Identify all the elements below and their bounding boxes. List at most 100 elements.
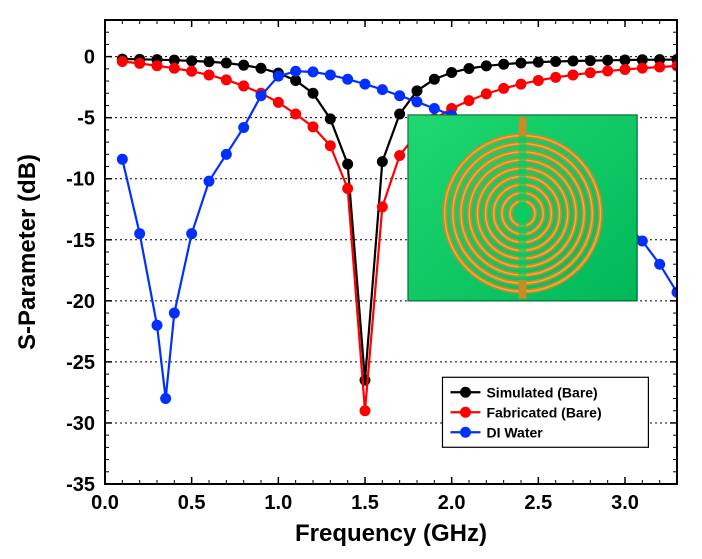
series-marker [239,81,249,91]
y-tick-label: -30 [66,413,95,435]
x-tick-label: 0.5 [178,492,206,514]
y-tick-label: -25 [66,352,95,374]
y-tick-label: -5 [77,108,95,130]
series-marker [551,57,561,67]
series-marker [325,114,335,124]
legend-label: Fabricated (Bare) [486,404,601,420]
legend-swatch-marker [460,407,470,417]
series-marker [204,70,214,80]
series-marker [585,68,595,78]
series-marker [655,62,665,72]
series-marker [291,75,301,85]
legend-label: DI Water [486,424,543,440]
series-marker [239,60,249,70]
series-marker [447,68,457,78]
series-marker [135,58,145,68]
series-marker [308,122,318,132]
series-marker [273,97,283,107]
y-tick-label: 0 [84,47,95,69]
chart-container: 0.0 0.5 1.0 1.5 2.0 2.5 3.0 -35 -30 -25 -20 -15 -10 -… [0,0,702,559]
legend-swatch-marker [460,387,470,397]
x-axis-label: Frequency (GHz) [295,520,487,547]
series-marker [221,149,231,159]
legend-swatch-marker [460,427,470,437]
series-marker [395,109,405,119]
series-marker [169,308,179,318]
x-tick-label: 3.0 [611,492,639,514]
series-marker [412,86,422,96]
series-marker [152,320,162,330]
series-marker [620,55,630,65]
series-marker [256,63,266,73]
series-marker [291,66,301,76]
series-marker [117,154,127,164]
series-marker [481,61,491,71]
series-marker [412,97,422,107]
series-marker [481,89,491,99]
y-tick-label: -20 [66,291,95,313]
series-marker [325,70,335,80]
series-marker [152,61,162,71]
series-marker [377,85,387,95]
series-marker [533,57,543,67]
series-marker [395,91,405,101]
series-marker [187,66,197,76]
series-marker [464,63,474,73]
series-marker [308,88,318,98]
series-marker [533,75,543,85]
sparameter-chart: 0.0 0.5 1.0 1.5 2.0 2.5 3.0 -35 -30 -25 -20 -15 -10 -… [0,0,702,559]
x-tick-label: 2.0 [438,492,466,514]
series-marker [429,104,439,114]
series-marker [117,57,127,67]
series-marker [377,202,387,212]
series-marker [377,157,387,167]
series-marker [499,59,509,69]
series-marker [343,184,353,194]
series-marker [204,57,214,67]
series-marker [568,70,578,80]
series-marker [187,56,197,66]
series-marker [343,159,353,169]
y-tick-label: -15 [66,230,95,252]
series-marker [187,229,197,239]
inset-device-photo [408,115,637,301]
series-marker [620,64,630,74]
series-marker [360,79,370,89]
x-tick-label: 0.0 [91,492,119,514]
series-marker [585,56,595,66]
x-tick-label: 2.5 [524,492,552,514]
series-marker [343,74,353,84]
legend-label: Simulated (Bare) [486,384,597,400]
series-marker [239,122,249,132]
series-marker [308,67,318,77]
series-marker [499,83,509,93]
series-marker [360,406,370,416]
series-marker [221,58,231,68]
series-marker [637,63,647,73]
series-marker [655,259,665,269]
series-marker [603,66,613,76]
series-marker [551,72,561,82]
series-marker [325,141,335,151]
series-marker [429,74,439,84]
series-marker [169,63,179,73]
x-tick-label: 1.5 [351,492,379,514]
series-marker [395,151,405,161]
series-marker [256,91,266,101]
series-marker [568,56,578,66]
series-marker [221,75,231,85]
series-marker [464,96,474,106]
y-tick-label: -10 [66,169,95,191]
series-marker [135,229,145,239]
series-marker [204,176,214,186]
series-marker [637,236,647,246]
series-marker [603,55,613,65]
series-marker [291,109,301,119]
y-axis-label: S-Parameter (dB) [14,154,41,350]
y-tick-label: -35 [66,474,95,496]
series-marker [161,394,171,404]
x-tick-label: 1.0 [264,492,292,514]
series-marker [273,71,283,81]
series-marker [516,79,526,89]
series-marker [516,58,526,68]
